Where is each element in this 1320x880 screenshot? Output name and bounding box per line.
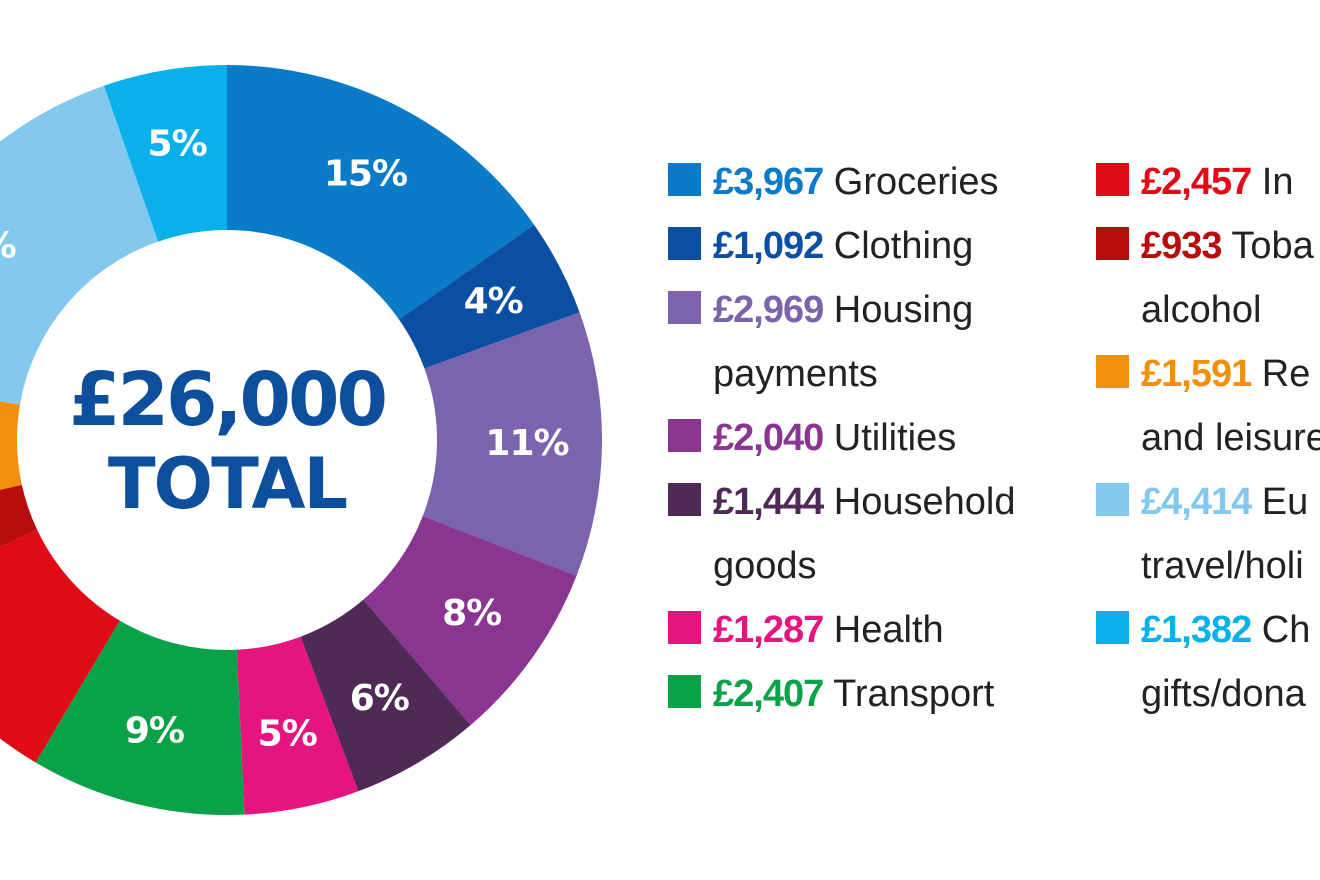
legend-amount: £1,382 [1141,609,1252,651]
legend-amount: £933 [1141,225,1223,267]
legend-amount: £4,414 [1141,481,1252,523]
legend-item-continuation: gifts/dona [1141,673,1306,715]
legend-item: £1,092 Clothing [668,214,1015,278]
slice-household-goods [300,599,471,792]
legend-swatch [668,611,701,644]
legend-swatch [1096,163,1129,196]
legend-right-column: £2,457 In £933 Toba alcohol £1,591 Re and le… [1096,150,1320,726]
slice-label-charity-gifts-donations: 5% [148,124,207,165]
slice-utilities [363,516,577,726]
legend-category: Eu [1251,481,1309,523]
legend-category: Clothing [823,225,974,267]
legend-item: £3,967 Groceries [668,150,1015,214]
slice-label-clothing: 4% [464,281,523,322]
legend-item: £1,591 Re [1096,342,1320,406]
legend-amount: £2,407 [713,673,824,715]
legend-category: Housing [823,289,974,331]
slice-clothing [398,224,580,369]
total-amount: £26,000 [68,357,388,443]
legend-category: Transport [823,673,995,715]
legend-amount: £1,287 [713,609,824,651]
legend-swatch [1096,611,1129,644]
legend-amount: £2,457 [1141,161,1252,203]
legend-item-continuation: travel/holi [1141,545,1304,587]
legend-category: Toba [1221,225,1314,267]
slice-label-groceries: 15% [324,153,407,194]
legend-item: £2,457 In [1096,150,1320,214]
legend-swatch [1096,355,1129,388]
slice-label-household-goods: 6% [350,678,409,719]
legend-category: Health [823,609,944,651]
legend-category: Ch [1251,609,1311,651]
legend-amount: £2,040 [713,417,824,459]
slice-label-housing-payments: 11% [485,423,568,464]
legend-swatch [1096,227,1129,260]
legend-amount: £2,969 [713,289,824,331]
slice-recreation-and-leisure [0,401,22,490]
legend-amount: £3,967 [713,161,824,203]
legend-item: £2,040 Utilities [668,406,1015,470]
legend-item: £1,382 Ch [1096,598,1320,662]
legend-amount: £1,591 [1141,353,1252,395]
slice-tobacco-alcohol [0,484,38,548]
slice-groceries [227,65,535,320]
slice-label-eu-travel-holidays: % [0,226,16,267]
slice-label-health: 5% [258,713,317,754]
legend-item: £1,287 Health [668,598,1015,662]
legend-category: Utilities [823,417,957,459]
legend-amount: £1,444 [713,481,824,523]
legend-left-column: £3,967 Groceries £1,092 Clothing £2,969 Ho… [668,150,1015,726]
legend-item: £2,969 Housing [668,278,1015,342]
donut-chart: 15% 4% 11% 8% 6% 5% 9%% 5% [0,65,602,815]
legend-item-continuation: payments [713,353,878,395]
slice-health [236,636,359,815]
legend-item: £4,414 Eu [1096,470,1320,534]
slice-housing-payments [422,312,602,576]
slice-transport [35,620,245,815]
legend-swatch [668,291,701,324]
legend-amount: £1,092 [713,225,824,267]
legend-category: Groceries [823,161,999,203]
slice-eu-travel-holidays [0,85,159,405]
slice-label-utilities: 8% [442,593,501,634]
legend-item-continuation: goods [713,545,817,587]
slice-label-transport: 9% [125,711,184,752]
total-label: TOTAL [107,443,348,525]
legend-category: Household [823,481,1016,523]
legend-swatch [668,675,701,708]
legend-swatch [1096,483,1129,516]
legend-category: Re [1251,353,1311,395]
legend-item-continuation: and leisure [1141,417,1320,459]
legend-swatch [668,483,701,516]
legend-category: In [1251,161,1294,203]
legend-swatch [668,227,701,260]
legend-item-continuation: alcohol [1141,289,1262,331]
slice-insurance [0,529,120,763]
legend-swatch [668,163,701,196]
slice-charity-gifts-donations [103,65,227,242]
legend-item: £933 Toba [1096,214,1320,278]
legend-item: £1,444 Household [668,470,1015,534]
legend-item: £2,407 Transport [668,662,1015,726]
legend-swatch [668,419,701,452]
